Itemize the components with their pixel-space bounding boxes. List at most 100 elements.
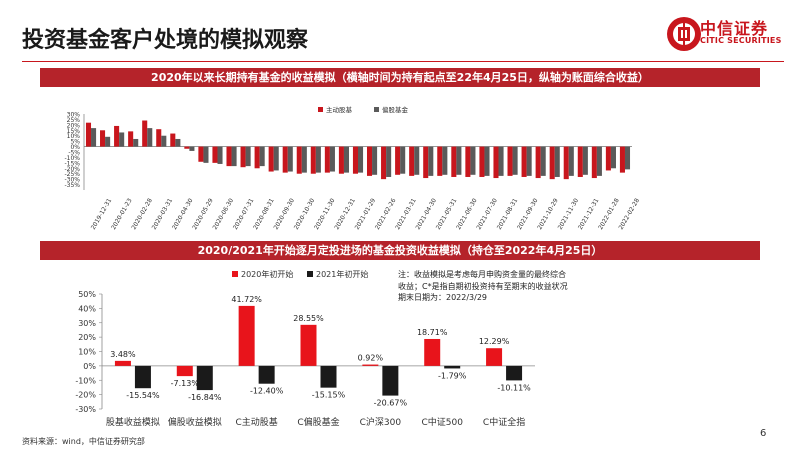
chart1-y-tick: -20% — [64, 166, 80, 173]
chart2-data-label: -15.54% — [126, 391, 160, 400]
chart1-x-tick: 2022-02-28 — [618, 197, 642, 231]
chart1-bar — [582, 146, 588, 175]
citic-logo — [667, 17, 701, 51]
chart1-y-tick: 10% — [67, 133, 81, 140]
chart1-y-tick: -15% — [64, 160, 80, 167]
chart1-x-tick: 2020-07-31 — [232, 197, 256, 231]
chart1-legend-label: 主动股基 — [326, 105, 353, 114]
chart2-data-label: 18.71% — [417, 328, 448, 337]
chart2-data-label: -15.15% — [312, 391, 346, 400]
chart1-bar — [175, 138, 181, 147]
chart2-bar — [238, 305, 255, 366]
chart1-y-tick: 15% — [67, 128, 81, 135]
chart2-data-label: 41.72% — [231, 295, 262, 304]
chart1-bar — [535, 146, 541, 179]
chart2-x-tick: C主动股基 — [235, 416, 277, 428]
chart1-bar — [226, 146, 232, 167]
chart2-data-label: 12.29% — [479, 337, 510, 346]
chart1-bar — [128, 131, 134, 147]
chart1-x-tick: 2020-01-23 — [110, 197, 134, 231]
chart1-bar — [142, 120, 148, 147]
chart1-bar — [189, 146, 195, 151]
chart2-y-tick: -20% — [75, 391, 96, 400]
chart1-bar — [624, 146, 631, 170]
chart2-y-tick: -10% — [75, 376, 96, 385]
chart1-x-tick: 2021-10-29 — [536, 197, 560, 231]
chart1-bar — [400, 146, 406, 174]
chart1-x-tick: 2020-03-31 — [151, 197, 175, 231]
chart2-title-banner: 2020/2021年开始逐月定投进场的基金投资收益模拟（持仓至2022年4月25… — [40, 241, 760, 260]
chart1-legend-swatch — [374, 107, 379, 112]
chart1-x-tick: 2021-08-31 — [496, 197, 520, 231]
chart1-y-tick: 20% — [67, 122, 81, 129]
chart1-bar — [338, 146, 344, 174]
chart1-bar — [493, 146, 499, 179]
chart1-bar — [428, 146, 434, 176]
chart1-x-tick: 2021-05-31 — [435, 197, 459, 231]
chart1-y-tick: 30% — [67, 112, 81, 119]
logo-name-cn: 中信证券 — [700, 19, 769, 38]
chart1-bar — [296, 146, 302, 174]
chart1-bar — [310, 146, 316, 174]
chart2-legend-label: 2020年初开始 — [241, 269, 293, 279]
chart1-bar — [119, 132, 125, 147]
chart1-y-tick: -25% — [64, 171, 80, 178]
chart1-bar — [203, 146, 209, 163]
chart1-bar — [521, 146, 527, 177]
chart1-legend-swatch — [318, 107, 323, 112]
chart1-x-tick: 2020-04-30 — [171, 197, 195, 231]
chart1-bar — [240, 146, 246, 168]
chart2-x-tick: C中证全指 — [483, 416, 525, 428]
chart2-bar — [382, 365, 399, 396]
chart1-x-tick: 2020-12-31 — [333, 197, 357, 231]
chart2-legend-swatch — [232, 271, 238, 277]
chart1-bar — [273, 146, 279, 171]
chart1-bar — [268, 146, 274, 172]
chart1-bar — [381, 146, 387, 180]
chart2-bar — [176, 365, 193, 377]
chart2-data-label: 3.48% — [110, 350, 136, 359]
chart2-svg: 50% 40% 30% 20% 10% 0% -10% -20% -30% 3.48% -7.13%… — [75, 269, 535, 428]
chart1-bar — [451, 146, 457, 177]
chart2-bar — [258, 365, 275, 384]
chart1-bar — [133, 138, 139, 147]
chart1-x-tick: 2021-09-30 — [516, 197, 540, 231]
chart1-bar — [301, 146, 307, 173]
chart2-x-tick: 股基收益模拟 — [106, 416, 160, 428]
chart2-bar — [362, 364, 379, 366]
chart1-x-tick: 2021-06-30 — [455, 197, 479, 231]
chart2-x-tick: 偏股收益模拟 — [168, 416, 222, 428]
chart2-y-tick: 30% — [78, 319, 96, 328]
chart2-y-tick: 50% — [78, 290, 96, 299]
chart1-x-tick: 2021-03-31 — [394, 197, 418, 231]
chart1-bar — [198, 146, 204, 162]
chart1-bar — [245, 146, 251, 167]
chart2-x-tick: C沪深300 — [360, 416, 402, 428]
chart1-bar — [526, 146, 532, 176]
chart2-data-label: -10.11% — [497, 383, 531, 392]
header-divider — [22, 61, 784, 62]
chart1-svg: 30%25%20%15%10%5%0%-5%-10%-15%-20%-25%-3… — [64, 105, 642, 231]
chart1-bar — [212, 146, 218, 163]
chart1-bar — [259, 146, 265, 167]
chart1-bar — [147, 128, 153, 147]
chart1-y-tick: -30% — [64, 177, 80, 184]
chart1-bar — [465, 146, 471, 177]
chart1-title-banner: 2020年以来长期持有基金的收益模拟（横轴时间为持有起点至22年4月25日，纵轴… — [40, 68, 760, 87]
page-title: 投资基金客户处境的模拟观察 — [22, 28, 309, 53]
chart2-bar — [300, 324, 317, 366]
chart1-bar — [563, 146, 569, 180]
chart2-bar — [444, 365, 461, 369]
chart2-data-label: -1.79% — [438, 371, 467, 380]
chart1-bar — [105, 136, 111, 147]
chart1-x-tick: 2020-09-30 — [272, 197, 296, 231]
chart1-x-tick: 2021-04-30 — [415, 197, 439, 231]
chart2-legend-swatch — [307, 271, 313, 277]
chart2-y-tick: 40% — [78, 304, 96, 313]
chart2-bar — [486, 348, 503, 366]
chart2-note: 注：收益模拟是考虑每月申购资金量的最终综合收益；C*是指自期初投资持有至期末的收… — [398, 270, 568, 302]
chart1-bar — [596, 146, 602, 176]
chart2-data-label: -12.40% — [250, 387, 284, 396]
chart1-bar — [554, 146, 560, 177]
chart1-bar — [437, 146, 443, 176]
